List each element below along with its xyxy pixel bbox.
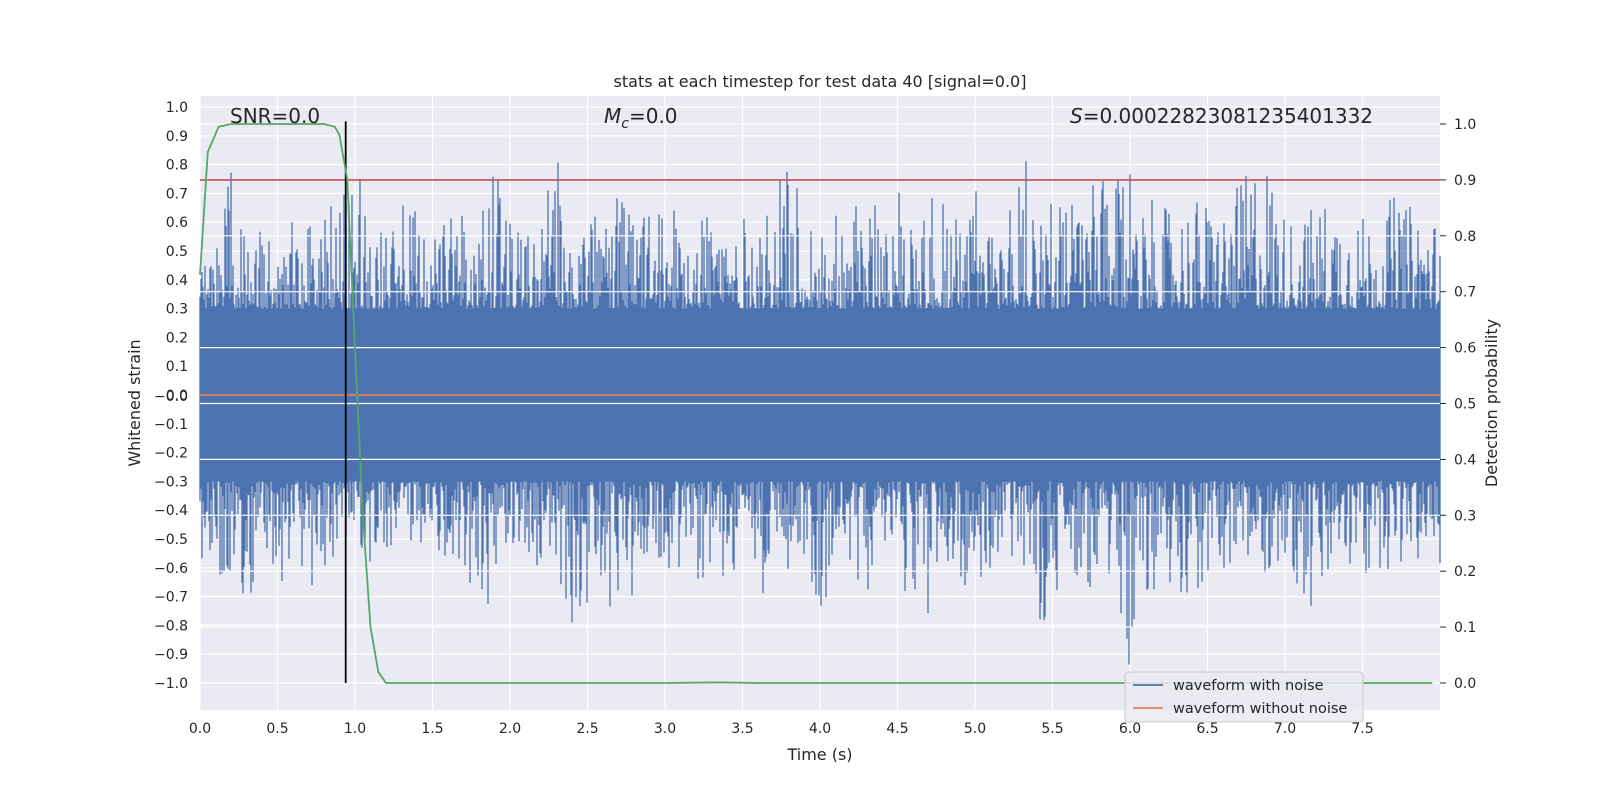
s-value: =0.00022823081235401332: [1083, 104, 1373, 128]
legend-label-with-noise: waveform with noise: [1173, 678, 1324, 694]
y-tick-label: −0.1: [154, 417, 188, 433]
s-symbol: S: [1070, 104, 1083, 128]
series-detection-probability: [199, 123, 1433, 684]
y-tick-label: 0.6: [166, 215, 188, 231]
y-tick-label: 0.5: [166, 244, 188, 260]
y-tick-label: −0.0: [154, 389, 188, 405]
y-right-tick-label: 0.1: [1454, 620, 1476, 636]
s-annotation: S=0.00022823081235401332: [1070, 104, 1373, 128]
x-tick-label: 6.0: [1119, 721, 1141, 737]
y-axis-right-label: Detection probability: [1482, 319, 1501, 487]
x-tick-label: 7.0: [1274, 721, 1296, 737]
y-right-tick-label: 0.6: [1454, 341, 1476, 357]
snr-annotation: SNR=0.0: [230, 104, 320, 128]
x-tick-label: 5.0: [964, 721, 986, 737]
chart-title: stats at each timestep for test data 40 …: [614, 72, 1027, 91]
y-tick-label: −0.7: [154, 590, 188, 606]
mc-symbol: M: [604, 104, 621, 128]
x-axis: 0.0 0.5 1.0 1.5 2.0 2.5 3.0 3.5 4.0 4.5 5.0 5.5 6.0 6…: [189, 721, 1374, 737]
x-tick-label: 3.0: [654, 721, 676, 737]
y-tick-label: 0.8: [166, 158, 188, 174]
y-right-tick-label: 1.0: [1454, 117, 1476, 133]
x-tick-label: 4.0: [809, 721, 831, 737]
y-tick-label: 0.2: [166, 330, 188, 346]
y-tick-label: −0.6: [154, 561, 188, 577]
y-right-tick-label: 0.4: [1454, 452, 1476, 468]
x-tick-label: 1.5: [421, 721, 443, 737]
x-tick-label: 4.5: [886, 721, 908, 737]
x-tick-label: 0.5: [266, 721, 288, 737]
y-tick-label: −0.4: [154, 503, 188, 519]
y-tick-label: 0.1: [166, 359, 188, 375]
y-right-tick-label: 0.2: [1454, 564, 1476, 580]
x-axis-label: Time (s): [786, 745, 852, 764]
x-tick-label: 6.5: [1196, 721, 1218, 737]
mc-value: =0.0: [629, 104, 678, 128]
y-tick-label: 0.3: [166, 302, 188, 318]
x-tick-label: 3.5: [731, 721, 753, 737]
x-tick-label: 2.0: [499, 721, 521, 737]
y-tick-label: −0.5: [154, 532, 188, 548]
y-tick-label: −1.0: [154, 676, 188, 692]
x-tick-label: 2.5: [576, 721, 598, 737]
y-axis-left: 1.0 0.9 0.8 0.7 0.6 0.5 0.4 0.3 0.2 0.1 0.0−0.0 −0.…: [154, 100, 188, 692]
x-tick-label: 1.0: [344, 721, 366, 737]
y-tick-label: −0.3: [154, 474, 188, 490]
lines-layer: [199, 121, 1440, 684]
y-right-tick-label: 0.0: [1454, 676, 1476, 692]
y-tick-label: 0.7: [166, 186, 188, 202]
y-tick-label: −0.9: [154, 647, 188, 663]
mc-annotation: Mc=0.0: [604, 104, 678, 132]
y-right-tick-label: 0.7: [1454, 285, 1476, 301]
y-tick-label: −0.8: [154, 618, 188, 634]
y-tick-label: 1.0: [166, 100, 188, 116]
y-right-tick-label: 0.3: [1454, 508, 1476, 524]
x-tick-label: 7.5: [1351, 721, 1373, 737]
y-axis-right: 1.0 0.9 0.8 0.7 0.6 0.5 0.4 0.3 0.2 0.1 0.0: [1440, 117, 1476, 692]
y-tick-label: 0.4: [166, 273, 188, 289]
y-tick-label: 0.0: [166, 388, 188, 404]
x-tick-label: 0.0: [189, 721, 211, 737]
y-right-tick-label: 0.9: [1454, 173, 1476, 189]
y-axis-label: Whitened strain: [125, 339, 144, 466]
y-right-tick-label: 0.8: [1454, 229, 1476, 245]
y-right-tick-label: 0.5: [1454, 397, 1476, 413]
legend: waveform with noise waveform without noi…: [1124, 671, 1364, 723]
mc-subscript: c: [621, 116, 629, 132]
legend-box: [1124, 671, 1364, 723]
x-tick-label: 5.5: [1041, 721, 1063, 737]
y-tick-label: 0.9: [166, 129, 188, 145]
y-tick-label: −0.2: [154, 446, 188, 462]
legend-label-without-noise: waveform without noise: [1173, 701, 1347, 717]
